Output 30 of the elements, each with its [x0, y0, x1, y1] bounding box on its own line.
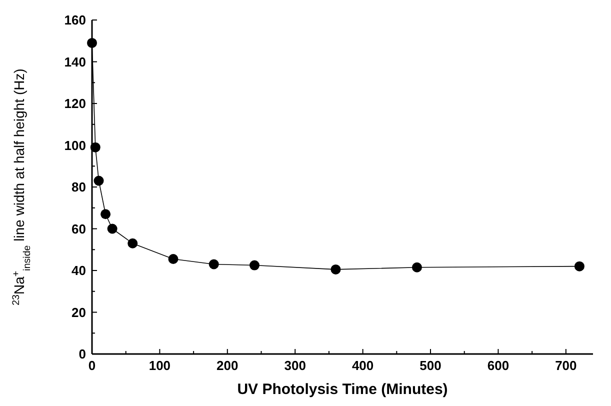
y-tick-label: 20 — [72, 304, 86, 320]
point — [249, 260, 260, 270]
x-tick-label: 400 — [352, 358, 374, 373]
x-tick-label: 700 — [555, 358, 577, 373]
y-tick-label: 0 — [78, 346, 86, 362]
x-tick-label: 300 — [284, 358, 306, 373]
x-tick-label: 200 — [216, 358, 238, 373]
point — [574, 261, 584, 272]
y-tick-label: 140 — [64, 54, 86, 70]
point — [107, 224, 118, 234]
point — [168, 254, 178, 264]
y-tick-label: 100 — [64, 138, 86, 153]
y-tick-label: 160 — [64, 12, 86, 28]
x-tick-label: 500 — [420, 358, 442, 373]
y-tick-label: 80 — [72, 180, 86, 194]
point — [100, 209, 111, 220]
point — [412, 262, 422, 272]
point — [128, 238, 138, 248]
x-tick-label: 600 — [487, 358, 510, 373]
x-tick-label: 0 — [88, 358, 96, 373]
y-tick-label: 60 — [72, 221, 86, 236]
point — [330, 264, 341, 274]
x-axis-title: UV Photolysis Time (Minutes) — [237, 381, 448, 398]
y-tick-label: 120 — [64, 96, 86, 111]
y-tick-label: 40 — [72, 263, 86, 278]
point — [87, 38, 97, 48]
point — [208, 259, 219, 270]
point — [90, 142, 100, 152]
point — [94, 176, 104, 186]
x-tick-label: 100 — [148, 358, 171, 373]
